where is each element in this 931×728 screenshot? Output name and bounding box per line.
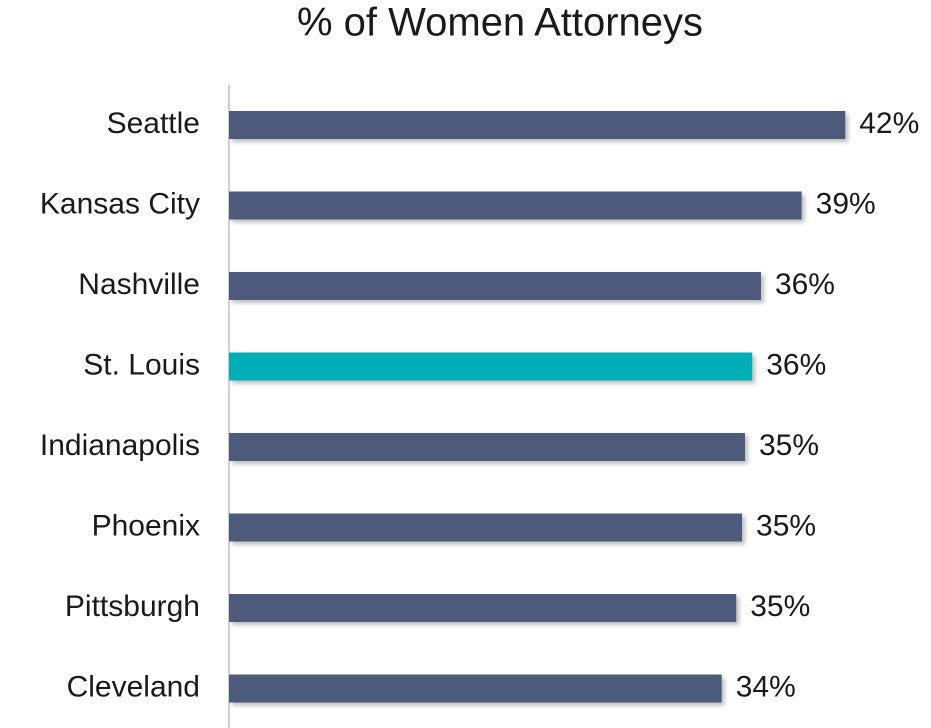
bar — [229, 272, 761, 300]
bar — [229, 433, 745, 461]
category-label: Indianapolis — [40, 429, 200, 462]
bar — [229, 191, 802, 220]
category-label: Seattle — [107, 107, 200, 140]
value-label: 36% — [775, 268, 835, 301]
bar — [229, 674, 722, 703]
category-label: Kansas City — [40, 187, 200, 220]
chart-title: % of Women Attorneys — [297, 1, 703, 45]
value-label: 34% — [736, 670, 796, 703]
category-label: Phoenix — [92, 509, 200, 542]
value-label: 36% — [766, 348, 826, 381]
value-label: 35% — [750, 590, 810, 623]
bar — [229, 352, 753, 381]
bar — [229, 594, 737, 622]
category-label: Pittsburgh — [65, 590, 200, 623]
value-label: 42% — [859, 107, 919, 140]
value-label: 35% — [756, 509, 816, 542]
category-label: Cleveland — [67, 670, 200, 703]
bar — [229, 111, 846, 139]
value-label: 39% — [816, 187, 876, 220]
value-label: 35% — [759, 429, 819, 462]
bar — [229, 513, 743, 542]
category-label: St. Louis — [83, 348, 200, 381]
category-label: Nashville — [78, 268, 200, 301]
